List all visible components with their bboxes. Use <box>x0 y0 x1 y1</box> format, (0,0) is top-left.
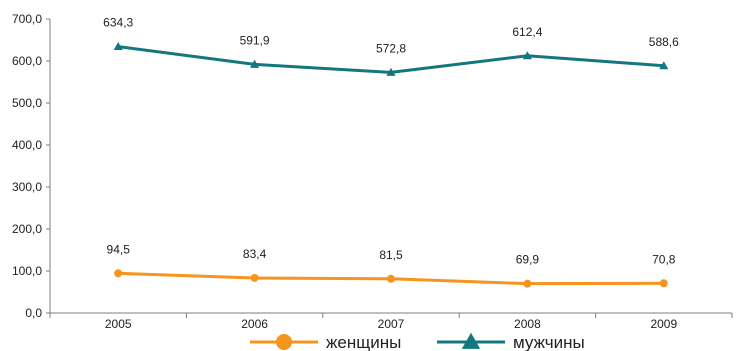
circle-marker <box>659 279 668 288</box>
data-label: 94,5 <box>107 242 131 256</box>
series-1: 94,5 83,4 81,5 69,9 70,8 <box>107 242 676 288</box>
x-tick-label: 2007 <box>378 317 405 331</box>
y-tick-label: 400,0 <box>12 138 42 152</box>
x-tick-label: 2009 <box>650 317 677 331</box>
x-tick-label: 2005 <box>105 317 132 331</box>
data-label: 83,4 <box>243 247 267 261</box>
triangle-marker <box>386 67 396 76</box>
legend-label: женщины <box>326 333 401 351</box>
data-label: 81,5 <box>379 248 403 262</box>
y-tick-label: 200,0 <box>12 222 42 236</box>
circle-marker <box>523 279 532 288</box>
x-tick-label: 2008 <box>514 317 541 331</box>
triangle-marker <box>522 51 532 60</box>
circle-marker <box>250 273 259 282</box>
series-layer: 94,5 83,4 81,5 69,9 70,8 634,3 591,9 572,8 612,4… <box>103 16 679 288</box>
series-2: 634,3 591,9 572,8 612,4 588,6 <box>103 16 679 76</box>
y-tick-label: 300,0 <box>12 180 42 194</box>
y-tick-label: 500,0 <box>12 96 42 110</box>
triangle-marker <box>250 59 260 68</box>
y-tick-label: 700,0 <box>12 12 42 26</box>
data-label: 634,3 <box>103 16 133 30</box>
circle-marker <box>276 334 292 350</box>
triangle-marker <box>659 61 669 70</box>
data-label: 70,8 <box>652 252 676 266</box>
axes: 0,0 100,0 200,0 300,0 400,0 500,0 600,0 700,0 20… <box>12 12 733 331</box>
y-tick-label: 0,0 <box>25 306 42 320</box>
y-tick-label: 600,0 <box>12 54 42 68</box>
y-tick-label: 100,0 <box>12 264 42 278</box>
legend-label: мужчины <box>513 333 585 351</box>
data-label: 69,9 <box>516 253 540 267</box>
circle-marker <box>114 269 123 278</box>
data-label: 572,8 <box>376 41 406 55</box>
x-tick-label: 2006 <box>241 317 268 331</box>
legend-item: мужчины <box>437 332 585 351</box>
circle-marker <box>387 274 395 283</box>
data-label: 591,9 <box>240 33 270 47</box>
triangle-marker <box>113 41 123 51</box>
triangle-marker <box>461 332 481 349</box>
data-label: 588,6 <box>649 35 679 49</box>
legend-item: женщины <box>250 333 401 351</box>
data-label: 612,4 <box>512 25 542 39</box>
legend: женщины мужчины <box>250 332 585 351</box>
